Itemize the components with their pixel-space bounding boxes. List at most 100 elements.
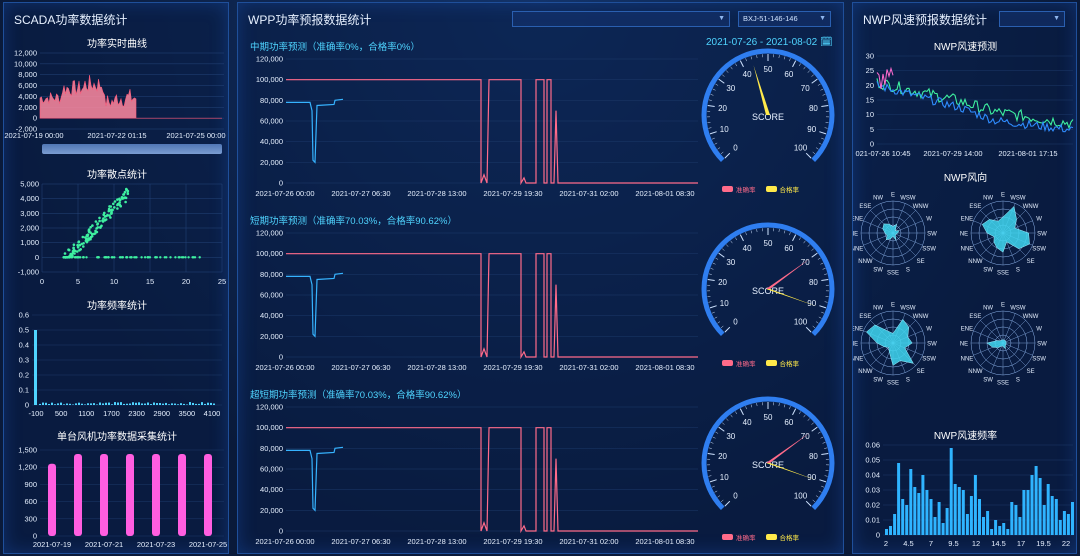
gauge-tick	[709, 479, 717, 483]
compass-label: NNE	[853, 246, 863, 252]
compass-label: E	[891, 193, 895, 199]
gauge-tick	[717, 147, 721, 150]
nwp-freq-bar	[969, 496, 973, 535]
gauge-tick-label: 60	[784, 70, 793, 79]
compass-label: NW	[873, 195, 883, 201]
y-tick-label: 600	[24, 497, 37, 506]
scatter-point	[191, 256, 194, 259]
freq-bar	[42, 402, 44, 405]
gauge-tick-label: 100	[794, 144, 808, 153]
gauge-tick	[815, 147, 819, 150]
y-tick-label: 0	[876, 531, 880, 540]
scatter-point	[184, 256, 187, 259]
x-tick-label: 021-07-26 10:45	[855, 149, 910, 158]
compass-label: S	[1016, 268, 1020, 274]
gauge-tick	[789, 232, 791, 236]
chevron-down-icon: ▼	[819, 15, 826, 22]
gauge-tick	[819, 305, 827, 309]
gauge-tick	[811, 78, 818, 84]
nwp-freq-bar	[1050, 496, 1054, 535]
y-tick-label: 100,000	[256, 249, 283, 258]
y-tick-label: 100,000	[256, 423, 283, 432]
x-tick-label: 2021-07-26 00:00	[255, 537, 314, 546]
nwp-freq-bar	[901, 499, 905, 535]
nwp-freq-bar	[909, 469, 913, 535]
scatter-point	[89, 237, 92, 240]
gauge-tick-label: 80	[809, 278, 818, 287]
gauge-tick	[792, 234, 797, 242]
x-tick-label: 2021-07-31 02:00	[559, 189, 618, 198]
compass-label: NNE	[961, 356, 974, 362]
freq-bar	[198, 403, 200, 405]
legend-label-accuracy: 准确率	[736, 187, 756, 194]
power-curve-zoom-slider[interactable]	[42, 144, 222, 154]
gauge-tick-label: 50	[764, 239, 773, 248]
legend-label-accuracy: 准确率	[736, 361, 756, 368]
scatter-point	[125, 256, 128, 259]
compass-label: NNW	[858, 259, 873, 265]
gauge-tick-label: 10	[720, 473, 729, 482]
x-tick-label: 5	[76, 277, 80, 286]
compass-label: ENE	[853, 327, 863, 333]
wpp-select-station[interactable]: ▼	[512, 11, 730, 27]
x-tick-label: 2021-07-29 19:30	[483, 363, 542, 372]
gauge-tick	[807, 418, 810, 421]
scatter-point	[81, 235, 85, 239]
freq-bar	[96, 404, 98, 405]
gauge-tick-label: 60	[784, 418, 793, 427]
compass-label: SSW	[1032, 246, 1046, 252]
forecast-actual-line	[286, 446, 344, 512]
scatter-point	[72, 246, 75, 250]
forecast-line-chart: 120,000100,00080,00060,00040,00020,00002…	[255, 55, 698, 198]
scatter-point	[86, 235, 89, 238]
legend-label-pass: 合格率	[779, 361, 800, 368]
nwp-panel: NWP风速预报数据统计 ▼ NWP风速预测 30 25 20 15 10 5 0 021-07…	[852, 2, 1077, 554]
gauge-tick	[717, 495, 721, 498]
scatter-point	[113, 256, 116, 259]
nwp-freq-bar	[1006, 529, 1010, 535]
gauge-tick	[726, 418, 729, 421]
x-tick-label: 25	[218, 277, 226, 286]
gauge-tick	[822, 268, 826, 270]
scatter-point	[126, 192, 130, 195]
gauge-tick	[720, 499, 724, 503]
freq-bar	[159, 403, 161, 405]
scatter-point	[99, 225, 102, 229]
x-tick-label: 4.5	[903, 539, 913, 548]
score-gauge: 0 10 20 30 40 50 60 70 80 90 100 SCORE	[701, 48, 835, 163]
freq-bar	[123, 403, 125, 405]
freq-bar	[183, 403, 185, 405]
y-tick-label: 40,000	[260, 311, 283, 320]
wpp-select-device[interactable]: BXJ-51-146-146 ▼	[738, 11, 831, 27]
scatter-point	[72, 243, 76, 246]
date-range-picker[interactable]: 2021-07-26 - 2021-08-02 🗓	[706, 37, 833, 48]
scatter-point	[154, 256, 157, 259]
y-tick-label: 0.6	[19, 311, 29, 320]
gauge-tick	[798, 237, 801, 241]
gauge-tick	[798, 411, 801, 415]
scatter-point	[98, 219, 101, 223]
x-tick-label: 2021-08-01 08:30	[635, 189, 694, 198]
gauge-tick	[821, 311, 825, 314]
nwp-freq-bar	[921, 475, 925, 535]
y-tick-label: 20	[866, 81, 874, 90]
freq-bar	[144, 403, 146, 405]
scatter-point	[163, 256, 166, 259]
legend-label-accuracy: 准确率	[736, 535, 756, 542]
rose-spoke	[980, 320, 1004, 344]
rose-area	[882, 223, 900, 241]
y-tick-label: 0.02	[865, 501, 880, 510]
gauge-tick	[824, 127, 828, 129]
score-gauge: 0 10 20 30 40 50 60 70 80 90 100 SCORE	[701, 396, 835, 511]
gauge-tick	[824, 447, 828, 449]
gauge-tick	[778, 55, 780, 59]
scatter-point	[82, 245, 85, 248]
compass-label: SSE	[997, 271, 1009, 277]
gauge-arc	[701, 396, 835, 511]
gauge-tick	[812, 151, 816, 155]
nwp-select[interactable]: ▼	[999, 11, 1065, 27]
gauge-tick	[730, 414, 733, 418]
scatter-point	[82, 242, 85, 245]
gauge-tick-label: 100	[794, 492, 808, 501]
